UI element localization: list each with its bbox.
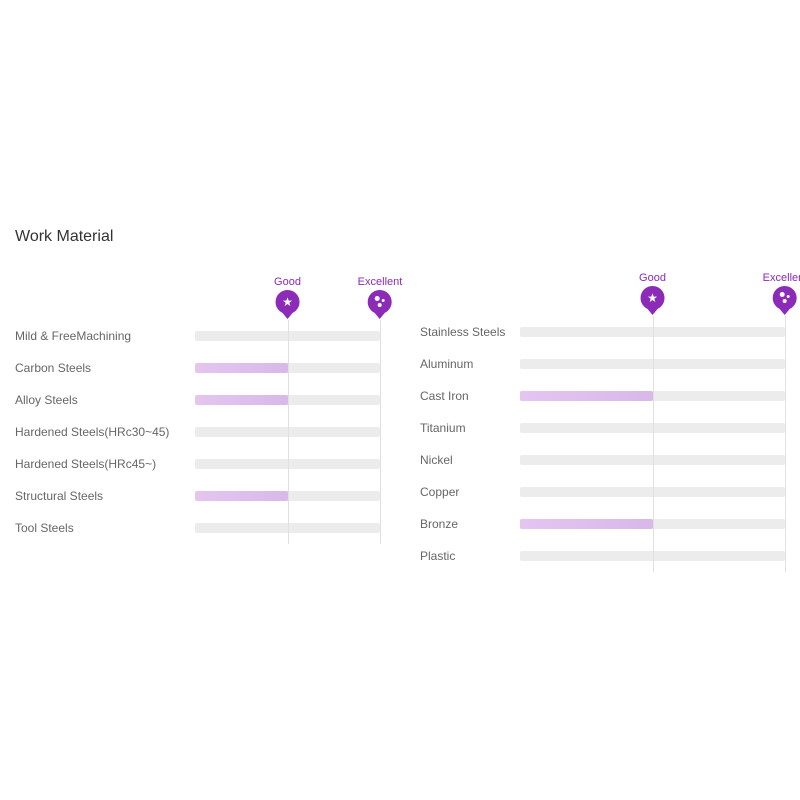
rating-bar [520, 423, 785, 433]
divider-good [288, 416, 289, 448]
divider-excellent [785, 316, 786, 348]
rating-bar [520, 327, 785, 337]
divider-good [653, 412, 654, 444]
divider-excellent [785, 412, 786, 444]
divider-good [288, 320, 289, 352]
divider-excellent [785, 508, 786, 540]
material-row: Alloy Steels [15, 384, 380, 416]
material-row: Aluminum [420, 348, 785, 380]
divider-good [288, 448, 289, 480]
material-row: Hardened Steels(HRc45~) [15, 448, 380, 480]
sparkle-icon [368, 290, 392, 314]
rating-bar [195, 363, 380, 373]
bar-fill [195, 395, 288, 405]
rating-bar [195, 491, 380, 501]
divider-excellent [380, 448, 381, 480]
bar-fill [520, 391, 653, 401]
star-icon: ★ [275, 290, 299, 314]
rating-bar [520, 359, 785, 369]
material-row: Tool Steels [15, 512, 380, 544]
divider-excellent [785, 444, 786, 476]
material-label: Aluminum [420, 357, 520, 371]
marker-excellent: Excellent [763, 272, 800, 310]
rating-markers: Good ★Excellent [420, 272, 785, 316]
material-label: Copper [420, 485, 520, 499]
divider-excellent [785, 348, 786, 380]
marker-good: Good ★ [639, 272, 666, 310]
bar-fill [195, 491, 288, 501]
divider-excellent [380, 416, 381, 448]
material-label: Nickel [420, 453, 520, 467]
rating-bar [195, 395, 380, 405]
material-row: Nickel [420, 444, 785, 476]
material-label: Stainless Steels [420, 325, 520, 339]
work-material-chart: Work Material Good ★Excellent Mild & Fre… [15, 228, 785, 572]
rating-bar [520, 455, 785, 465]
marker-excellent-label: Excellent [358, 276, 403, 288]
material-label: Carbon Steels [15, 361, 195, 375]
material-row: Copper [420, 476, 785, 508]
material-row: Plastic [420, 540, 785, 572]
rating-bar [520, 391, 785, 401]
divider-good [288, 512, 289, 544]
rating-markers: Good ★Excellent [15, 276, 380, 320]
marker-good-label: Good [274, 276, 301, 288]
divider-excellent [380, 480, 381, 512]
rating-bar [520, 487, 785, 497]
divider-good [653, 508, 654, 540]
rating-bar [195, 331, 380, 341]
star-icon: ★ [640, 286, 664, 310]
rating-bar [520, 519, 785, 529]
marker-excellent: Excellent [358, 276, 403, 314]
divider-excellent [380, 512, 381, 544]
material-row: Bronze [420, 508, 785, 540]
material-row: Structural Steels [15, 480, 380, 512]
bar-fill [195, 363, 288, 373]
divider-good [653, 380, 654, 412]
material-label: Plastic [420, 549, 520, 563]
chart-title: Work Material [15, 228, 380, 248]
material-row: Stainless Steels [420, 316, 785, 348]
rating-bar [195, 459, 380, 469]
material-row: Carbon Steels [15, 352, 380, 384]
divider-good [288, 384, 289, 416]
rating-bar [195, 427, 380, 437]
divider-good [653, 348, 654, 380]
divider-good [653, 540, 654, 572]
material-label: Tool Steels [15, 521, 195, 535]
left-column: Work Material Good ★Excellent Mild & Fre… [15, 228, 380, 572]
rating-bar [520, 551, 785, 561]
divider-good [653, 476, 654, 508]
divider-good [288, 352, 289, 384]
divider-excellent [380, 320, 381, 352]
divider-excellent [785, 476, 786, 508]
divider-good [653, 316, 654, 348]
material-row: Cast Iron [420, 380, 785, 412]
marker-excellent-label: Excellent [763, 272, 800, 284]
material-label: Hardened Steels(HRc45~) [15, 457, 195, 471]
divider-good [288, 480, 289, 512]
divider-excellent [785, 380, 786, 412]
material-label: Titanium [420, 421, 520, 435]
marker-good-label: Good [639, 272, 666, 284]
material-row: Titanium [420, 412, 785, 444]
material-label: Alloy Steels [15, 393, 195, 407]
marker-good: Good ★ [274, 276, 301, 314]
material-label: Cast Iron [420, 389, 520, 403]
divider-good [653, 444, 654, 476]
divider-excellent [785, 540, 786, 572]
bar-fill [520, 519, 653, 529]
material-label: Structural Steels [15, 489, 195, 503]
right-column: Good ★Excellent Stainless Steels Aluminum… [420, 228, 785, 572]
material-label: Mild & FreeMachining [15, 329, 195, 343]
title-spacer [420, 228, 785, 272]
rating-bar [195, 523, 380, 533]
material-label: Hardened Steels(HRc30~45) [15, 425, 195, 439]
divider-excellent [380, 352, 381, 384]
sparkle-icon [773, 286, 797, 310]
divider-excellent [380, 384, 381, 416]
material-row: Hardened Steels(HRc30~45) [15, 416, 380, 448]
material-row: Mild & FreeMachining [15, 320, 380, 352]
material-label: Bronze [420, 517, 520, 531]
